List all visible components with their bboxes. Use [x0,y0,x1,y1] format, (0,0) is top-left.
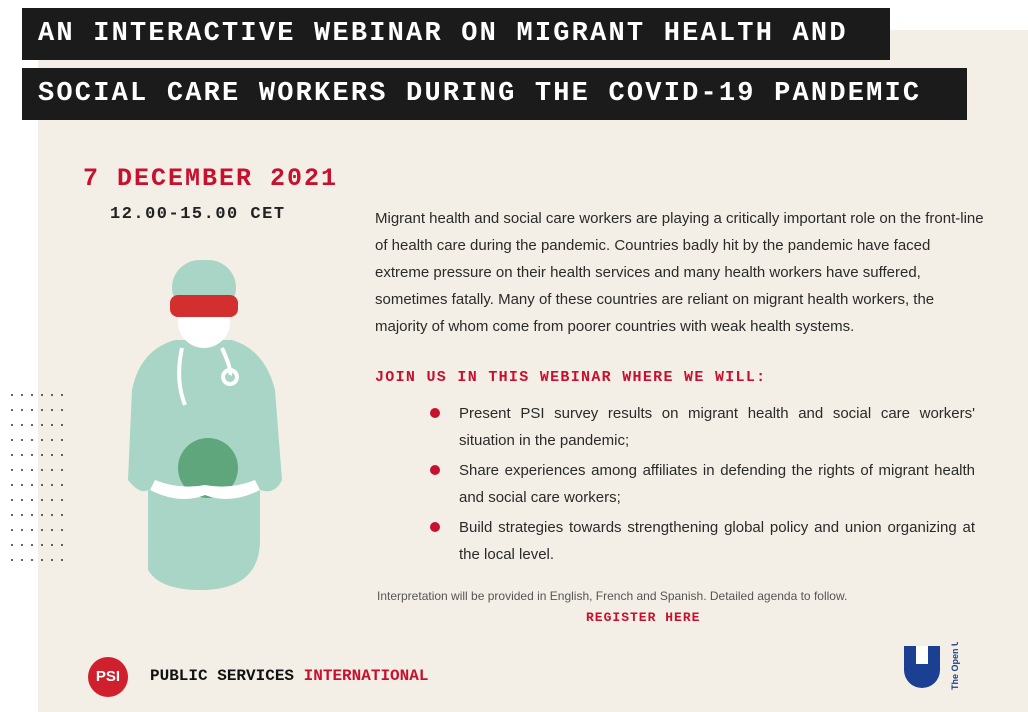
page: AN INTERACTIVE WEBINAR ON MIGRANT HEALTH… [0,0,1028,712]
psi-logo-mark: PSI [88,657,128,697]
agenda-heading: JOIN US IN THIS WEBINAR WHERE WE WILL: [375,369,766,386]
title-line: SOCIAL CARE WORKERS DURING THE COVID-19 … [22,68,967,120]
agenda-item: Build strategies towards strengthening g… [425,514,975,568]
agenda-item: Present PSI survey results on migrant he… [425,400,975,454]
title-line: AN INTERACTIVE WEBINAR ON MIGRANT HEALTH… [22,8,890,60]
intro-paragraph: Migrant health and social care workers a… [375,205,987,340]
ou-name: The Open University [950,642,960,690]
illustration [0,240,300,600]
ou-logo: The Open University [900,642,972,692]
agenda-list: Present PSI survey results on migrant he… [425,400,975,571]
psi-name-accent: INTERNATIONAL [304,667,429,685]
event-time: 12.00-15.00 CET [110,205,286,224]
psi-name-text: PUBLIC SERVICES [150,667,294,685]
event-date: 7 DECEMBER 2021 [83,164,338,193]
footer-note: Interpretation will be provided in Engli… [377,589,847,603]
register-link[interactable]: REGISTER HERE [586,610,700,625]
agenda-item: Share experiences among affiliates in de… [425,457,975,511]
psi-name: PUBLIC SERVICES INTERNATIONAL [150,667,428,685]
